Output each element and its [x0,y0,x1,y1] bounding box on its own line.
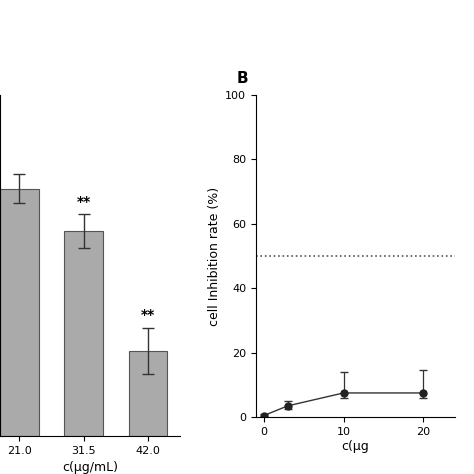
Y-axis label: cell Inhibition rate (%): cell Inhibition rate (%) [208,186,221,326]
Text: B: B [237,71,249,86]
Text: **: ** [141,308,155,322]
X-axis label: c(μg: c(μg [342,439,369,453]
Bar [0,189,38,436]
Bar [64,231,103,436]
X-axis label: c(μg/mL): c(μg/mL) [62,461,118,474]
Bar [128,351,167,436]
Text: **: ** [76,194,91,209]
